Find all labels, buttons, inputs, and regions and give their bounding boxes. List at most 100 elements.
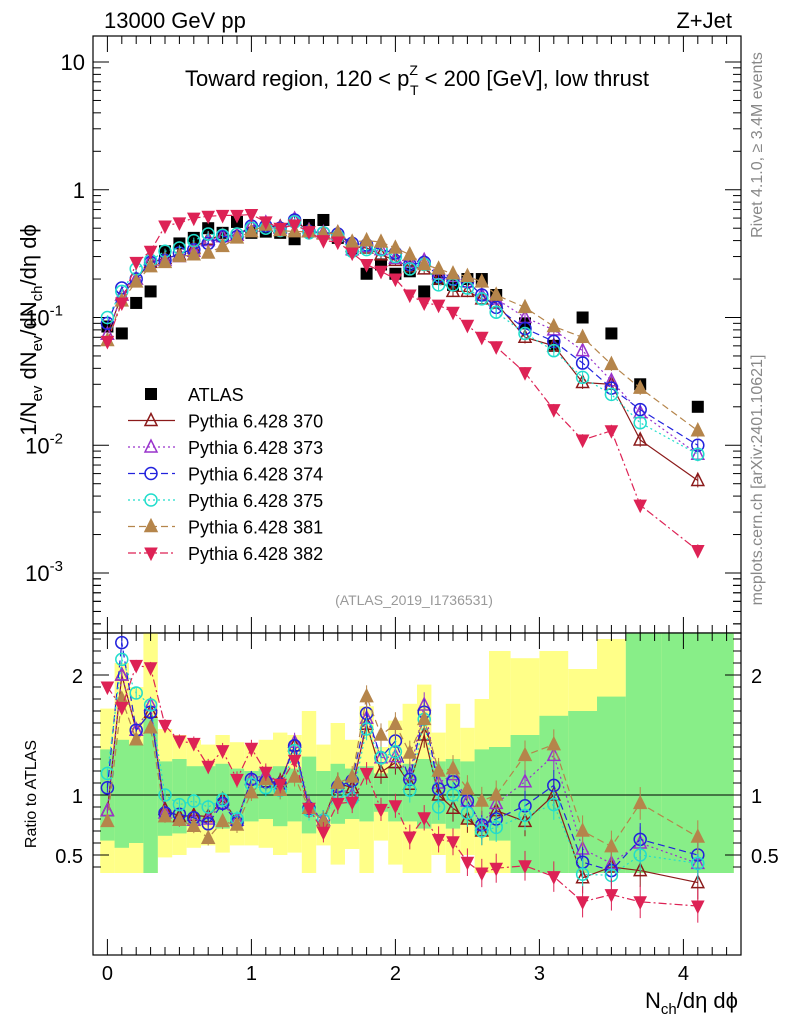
data-point: [373, 233, 389, 248]
data-point: [373, 763, 389, 778]
data-point: [518, 326, 532, 341]
data-point: [273, 222, 288, 237]
data-point: [632, 379, 648, 394]
data-point: [100, 335, 115, 350]
data-point: [158, 220, 172, 235]
data-point: [302, 802, 316, 817]
data-point: [172, 797, 187, 812]
data-point: [158, 719, 172, 734]
data-point: [172, 811, 187, 826]
data-point: [416, 710, 432, 726]
ratio-series-line: [106, 694, 699, 848]
data-point: [431, 260, 446, 275]
side-version: Rivet 4.1.0, ≥ 3.4M events: [749, 52, 766, 238]
stat-uncertainty-band: [417, 759, 432, 829]
data-point: [445, 759, 461, 775]
data-point: [418, 285, 431, 298]
data-point: [373, 246, 389, 261]
data-point: [244, 742, 259, 757]
data-point: [431, 800, 446, 814]
data-point: [100, 310, 115, 325]
data-point: [488, 786, 504, 801]
data-point: [172, 247, 187, 263]
data-point: [345, 247, 360, 262]
data-point: [115, 327, 128, 340]
y-tick-label: 1: [73, 178, 85, 203]
data-point: [460, 282, 475, 298]
data-point: [129, 659, 144, 674]
y-tick-label: 10-3: [25, 558, 63, 586]
data-point: [215, 237, 230, 253]
data-point: [373, 726, 389, 741]
data-point: [359, 231, 374, 247]
data-point: [200, 829, 216, 844]
data-point: [403, 783, 417, 797]
data-point: [604, 387, 619, 402]
data-point: [474, 792, 490, 807]
data-point: [575, 328, 590, 344]
series-line: [106, 219, 699, 446]
data-point: [632, 794, 648, 810]
ratio-series-line: [106, 657, 698, 877]
data-point: [632, 431, 648, 446]
header-right: Z+Jet: [676, 8, 732, 33]
data-point: [157, 253, 173, 269]
data-point: [201, 760, 216, 775]
data-point: [360, 267, 373, 280]
data-point: [416, 255, 432, 271]
x-axis-label: Nch/dη dϕ: [645, 988, 738, 1018]
data-point: [546, 317, 562, 333]
data-point: [330, 774, 346, 789]
data-point: [115, 635, 129, 650]
legend-entry: Pythia 6.428 374: [128, 465, 323, 485]
legend-entry: Pythia 6.428 373: [128, 438, 323, 458]
ratio-y-tick-label-right: 0.5: [751, 846, 779, 868]
data-point: [417, 812, 432, 826]
data-point: [388, 239, 403, 254]
legend-label: Pythia 6.428 370: [188, 412, 323, 432]
data-point: [287, 768, 302, 783]
data-point: [388, 800, 403, 814]
x-tick-label: 4: [678, 963, 689, 985]
data-point: [604, 425, 619, 439]
data-point: [431, 278, 446, 292]
data-point: [143, 698, 158, 712]
stat-uncertainty-band: [114, 739, 129, 848]
stat-uncertainty-band: [201, 766, 216, 822]
data-point: [143, 662, 158, 676]
data-point: [186, 246, 202, 261]
data-point: [431, 762, 446, 777]
ratio-series-line: [106, 674, 699, 865]
ratio-y-tick-label: 0.5: [55, 846, 83, 868]
data-point: [489, 862, 504, 877]
data-point: [316, 235, 331, 249]
legend-entry: Pythia 6.428 382: [128, 544, 323, 564]
data-point: [403, 262, 417, 276]
data-point: [258, 216, 273, 231]
data-point: [244, 783, 259, 799]
legend-label: Pythia 6.428 374: [188, 465, 323, 485]
y-tick-label: 10: [61, 50, 85, 75]
data-point: [460, 806, 475, 820]
data-point: [690, 422, 706, 437]
legend-entry: ATLAS: [145, 385, 244, 405]
data-point: [489, 820, 503, 835]
data-point: [302, 226, 316, 240]
y-tick-label: 10-1: [25, 303, 63, 331]
data-point: [604, 355, 619, 371]
data-point: [144, 466, 158, 481]
data-point: [633, 402, 647, 417]
data-point: [517, 773, 533, 788]
data-point: [518, 808, 532, 823]
data-point: [633, 896, 648, 910]
data-point: [344, 768, 360, 783]
data-point: [575, 867, 590, 881]
data-point: [690, 471, 706, 487]
data-point: [244, 222, 259, 238]
data-point: [158, 788, 172, 802]
ratio-y-tick-label-right: 1: [751, 786, 762, 808]
data-point: [143, 517, 159, 533]
data-point: [460, 856, 475, 871]
x-tick-label: 1: [246, 963, 257, 985]
data-point: [114, 701, 129, 716]
